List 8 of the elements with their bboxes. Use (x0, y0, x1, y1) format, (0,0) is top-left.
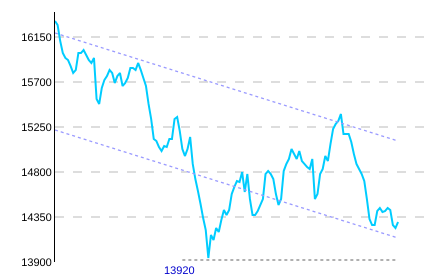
y-tick-label: 15700 (21, 76, 52, 89)
y-tick-label: 16150 (21, 32, 52, 44)
line-series (55, 20, 400, 259)
y-tick-label: 14350 (21, 212, 52, 224)
y-tick-label: 13900 (21, 256, 52, 269)
y-tick-label: 14800 (21, 166, 52, 179)
y-tick-label: 15250 (21, 122, 52, 134)
text: 13920 (164, 265, 195, 276)
